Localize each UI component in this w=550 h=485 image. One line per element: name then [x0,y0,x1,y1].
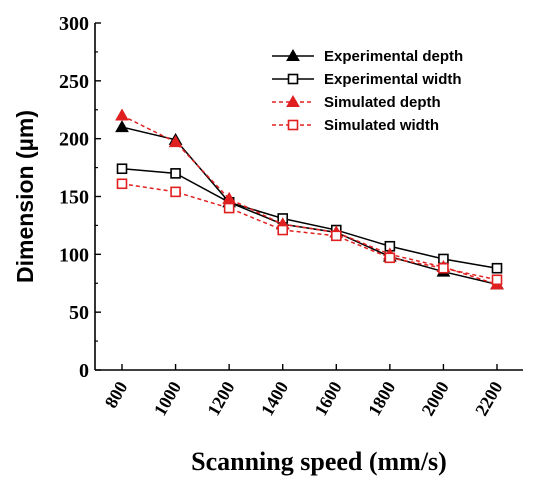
legend-label: Experimental depth [324,48,463,65]
series [116,178,503,286]
series-line [121,114,498,286]
x-tick-label: 800 [101,378,132,411]
y-axis-title: Dimension (µm) [12,110,38,283]
data-point [116,163,128,175]
data-point [223,202,235,214]
data-point [170,168,181,179]
series-line [121,167,498,269]
data-point [438,262,449,274]
y-tick-label: 150 [59,187,89,209]
y-tick-label: 250 [59,71,89,93]
series-line [121,183,498,281]
data-point [286,48,300,61]
data-point [115,108,129,121]
data-point [491,274,503,286]
data-point [286,94,300,107]
legend-label: Experimental width [324,71,462,88]
legend: Experimental depth Experimental width Simu… [272,48,463,134]
y-tick-label: 0 [79,360,89,382]
legend-label: Simulated depth [324,94,441,111]
x-axis-title: Scanning speed (mm/s) [191,447,447,476]
x-tick-label: 1600 [310,378,345,419]
x-tick-label: 1400 [257,378,292,419]
y-tick-labels: 0 50 100 150 200 250 300 [59,13,89,382]
y-tick-label: 200 [59,129,89,151]
data-point [115,120,129,133]
x-tick-label: 1000 [150,378,185,419]
y-tick-label: 100 [59,244,89,266]
data-point [491,262,503,274]
series-group [115,108,504,290]
x-tick-label: 1200 [203,378,238,419]
data-point [287,73,299,85]
data-point [384,252,396,264]
axes [94,22,523,371]
data-point [287,119,299,131]
y-tick-label: 300 [59,13,89,35]
legend-label: Simulated width [324,117,439,134]
data-point [170,186,181,198]
data-point [330,230,342,242]
series [116,163,503,274]
y-tick-label: 50 [69,302,89,324]
x-tick-label: 2000 [418,378,453,419]
x-tick-label: 2200 [471,378,506,419]
x-tick-labels: 800 1000 1200 1400 1600 1800 2000 2200 [101,378,507,419]
x-tick-label: 1800 [364,378,399,419]
data-point [168,135,183,148]
data-point [116,178,128,190]
data-point [277,224,289,236]
